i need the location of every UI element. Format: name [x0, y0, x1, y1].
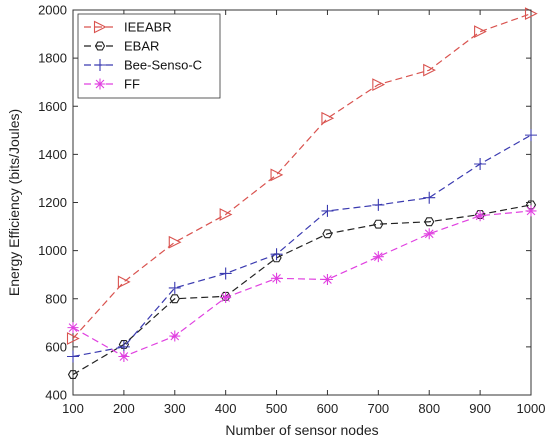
data-point — [525, 129, 537, 142]
x-tick-label: 400 — [215, 401, 237, 416]
data-point — [94, 41, 106, 51]
data-point — [117, 275, 131, 289]
x-tick-label: 100 — [62, 401, 84, 416]
series-ieeabr — [66, 7, 538, 345]
data-point — [94, 78, 106, 90]
data-point — [168, 235, 182, 249]
data-point — [372, 198, 385, 211]
data-point — [93, 20, 107, 34]
data-point — [168, 281, 181, 294]
data-point — [67, 322, 79, 334]
y-tick-label: 1200 — [38, 195, 67, 210]
legend-item: Bee-Senso-C — [84, 58, 202, 73]
y-tick-label: 600 — [45, 339, 67, 354]
series-bee-senso-c — [67, 129, 537, 363]
data-point — [423, 228, 435, 240]
legend: IEEABR EBAR Bee-Senso-C FF — [77, 13, 221, 99]
series-line — [72, 13, 532, 339]
data-point — [373, 219, 384, 229]
data-point — [169, 294, 180, 304]
y-tick-label: 2000 — [38, 3, 67, 18]
data-point — [321, 111, 335, 125]
legend-item: EBAR — [84, 39, 159, 54]
data-point — [321, 274, 333, 285]
series-ff — [67, 205, 537, 362]
y-tick-label: 800 — [45, 291, 67, 306]
data-point — [474, 158, 487, 170]
y-tick-label: 1800 — [38, 51, 67, 66]
x-tick-label: 1000 — [517, 401, 546, 416]
data-point — [321, 204, 334, 217]
data-point — [67, 350, 79, 363]
series-layer — [66, 7, 538, 379]
legend-item: IEEABR — [84, 20, 172, 35]
data-point — [525, 205, 537, 217]
data-point — [424, 217, 435, 227]
legend-label: IEEABR — [124, 20, 172, 35]
series-line — [72, 204, 532, 376]
data-point — [219, 267, 232, 280]
x-tick-label: 300 — [164, 401, 186, 416]
y-tick-label: 1600 — [38, 99, 67, 114]
x-tick-label: 200 — [113, 401, 135, 416]
legend-label: EBAR — [124, 39, 159, 54]
data-point — [271, 272, 283, 284]
data-point — [169, 330, 181, 342]
data-point — [372, 251, 384, 263]
data-point — [220, 292, 232, 304]
data-point — [474, 210, 486, 222]
data-point — [66, 332, 80, 345]
series-line — [72, 134, 532, 358]
data-point — [117, 340, 130, 353]
data-point — [423, 191, 436, 204]
data-point — [322, 229, 333, 239]
data-point — [67, 370, 79, 379]
series-line — [72, 210, 532, 358]
data-point — [94, 59, 106, 71]
legend-label: FF — [124, 77, 140, 92]
x-tick-label: 900 — [469, 401, 491, 416]
y-axis-label: Energy Efficiency (bits/Joules) — [6, 109, 22, 296]
x-tick-label: 700 — [367, 401, 389, 416]
axes-layer: 100 200 300 400 500 600 700 800 900 1000 400 600 800… — [38, 3, 545, 417]
y-tick-label: 1000 — [38, 243, 67, 258]
x-tick-label: 800 — [418, 401, 440, 416]
data-point — [270, 168, 284, 182]
y-tick-label: 400 — [45, 388, 67, 403]
data-point — [118, 340, 130, 349]
legend-item: FF — [84, 77, 140, 92]
data-point — [372, 78, 386, 91]
series-ebar — [67, 200, 537, 379]
x-axis-label: Number of sensor nodes — [225, 422, 378, 438]
data-point — [270, 248, 283, 261]
data-point — [423, 63, 436, 77]
data-point — [474, 25, 487, 39]
x-tick-label: 600 — [317, 401, 339, 416]
legend-label: Bee-Senso-C — [124, 58, 202, 73]
data-point — [219, 208, 233, 221]
x-tick-label: 500 — [266, 401, 288, 416]
y-tick-label: 1400 — [38, 147, 67, 162]
data-point — [118, 351, 130, 362]
